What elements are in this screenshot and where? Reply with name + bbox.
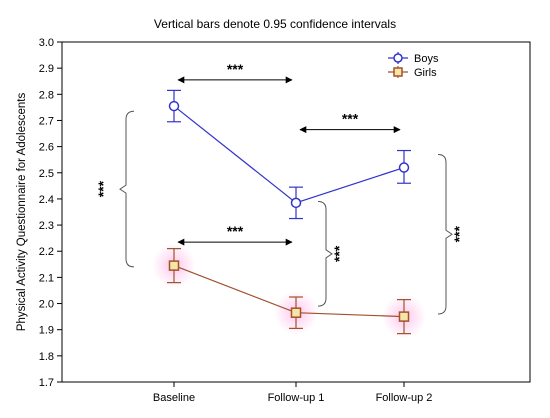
significance-bracket: *** (317, 201, 347, 307)
y-tick-label: 2.7 (39, 115, 54, 127)
legend-item-boys: Boys (388, 52, 439, 65)
series-layer (152, 89, 426, 339)
significance-label: *** (342, 111, 359, 127)
data-point (168, 260, 180, 271)
significance-bracket (119, 110, 135, 268)
data-point (398, 311, 410, 322)
significance-label: *** (95, 180, 111, 197)
significance-bracket: *** (95, 110, 135, 268)
legend-item-girls: Girls (388, 66, 437, 79)
significance-bracket (317, 201, 333, 307)
significance-label: *** (331, 245, 347, 262)
y-tick-label: 2.5 (39, 168, 54, 180)
y-tick-label: 2.2 (39, 246, 54, 258)
data-point (168, 100, 180, 112)
significance-label: *** (227, 223, 244, 239)
legend-label: Boys (414, 53, 439, 65)
significance-label: *** (227, 61, 244, 77)
series-girls (152, 243, 426, 339)
y-tick-label: 2.9 (39, 63, 54, 75)
data-point (290, 307, 302, 318)
significance-bracket: *** (437, 153, 467, 315)
y-tick-label: 2.6 (39, 142, 54, 154)
y-tick-label: 2.8 (39, 89, 54, 101)
significance-arrow: *** (177, 223, 293, 246)
y-tick-label: 2.3 (39, 220, 54, 232)
chart-title: Vertical bars denote 0.95 confidence int… (154, 17, 396, 31)
x-tick-label: Follow-up 2 (376, 392, 433, 404)
significance-arrow: *** (299, 111, 401, 134)
significance-bracket (437, 153, 453, 315)
x-axis: Baseline Follow-up 1 Follow-up 2 (153, 382, 433, 404)
x-tick-label: Baseline (153, 392, 195, 404)
series-line (173, 105, 405, 204)
y-tick-label: 1.9 (39, 325, 54, 337)
legend-marker (393, 67, 403, 77)
significance-arrow: *** (177, 61, 293, 84)
annotation-layer: *** *** *** *** *** *** (95, 61, 467, 315)
y-tick-label: 2.1 (39, 272, 54, 284)
legend: Boys Girls (388, 52, 439, 79)
y-tick-label: 3.0 (39, 37, 54, 49)
y-axis: 1.7 1.8 1.9 2.0 2.1 2.2 2.3 2.4 2.5 2.6 2.7 2.8 2.9 3… (39, 37, 62, 389)
data-point (290, 197, 302, 209)
y-tick-label: 2.0 (39, 299, 54, 311)
y-tick-label: 1.8 (39, 351, 54, 363)
y-tick-label: 1.7 (39, 377, 54, 389)
series-boys (167, 89, 411, 220)
significance-label: *** (451, 226, 467, 243)
legend-label: Girls (414, 67, 437, 79)
x-tick-label: Follow-up 1 (268, 392, 325, 404)
legend-marker (393, 53, 403, 63)
data-point (398, 162, 410, 173)
y-axis-title: Physical Activity Questionnaire for Adol… (16, 93, 28, 332)
y-tick-label: 2.4 (39, 194, 54, 206)
